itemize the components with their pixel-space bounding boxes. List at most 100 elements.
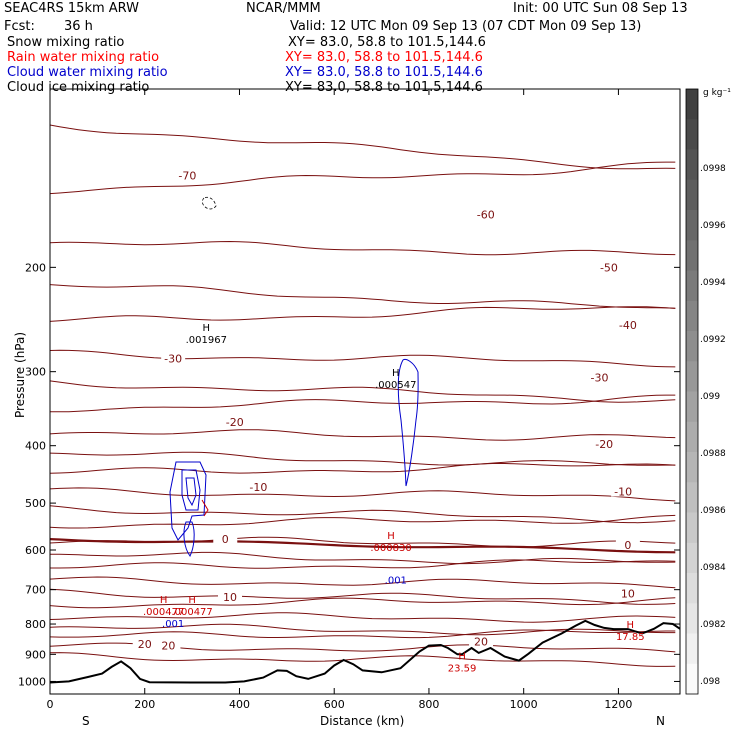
cloud-water-contour (183, 521, 195, 557)
colorbar-label: .0984 (700, 563, 726, 573)
maximum-value: .000547 (375, 380, 416, 391)
freezing-isotherm-line (49, 538, 676, 554)
terrain-profile (49, 619, 681, 684)
colorbar-segment (686, 331, 698, 362)
maximum-value: .000477 (171, 607, 212, 618)
isotherm-line (50, 559, 676, 569)
colorbar-label: .0994 (700, 278, 726, 288)
isotherm-label: 20 (161, 640, 175, 653)
isotherm-line (49, 380, 676, 403)
x-tick-label: 800 (418, 698, 439, 711)
cloud-water-contour (185, 477, 197, 507)
valid-time: Valid: 12 UTC Mon 09 Sep 13 (07 CDT Mon … (290, 19, 642, 34)
axes: 0 200 400 600 800 1000 12002003004005006007008… (18, 88, 681, 711)
init-time: Init: 00 UTC Sun 08 Sep 13 (513, 1, 688, 16)
isotherm-label-bg (615, 587, 640, 599)
isotherm-label-bg (246, 481, 271, 493)
x-tick-label: 200 (134, 698, 155, 711)
colorbar-segment (686, 240, 698, 272)
colorbar-label: .0986 (700, 506, 726, 516)
maximum-value: .000830 (370, 543, 411, 554)
rain-contour (201, 499, 209, 517)
colorbar-segment (686, 149, 698, 181)
maximum-marker: H (387, 531, 395, 542)
isotherm-label: -30 (590, 372, 608, 385)
isotherm-label: 10 (223, 591, 237, 604)
isotherm-label-bg (222, 416, 247, 428)
endpoint-north: N (656, 714, 665, 728)
cloud-water-contour (169, 461, 207, 541)
contour-labels: -70 -60 -50 -40 -30 -30 -20 -20 -10 -10 0 0 10 10 20 20… (132, 169, 645, 675)
isotherm-label: -10 (249, 481, 267, 494)
y-axis-label: Pressure (hPa) (13, 331, 27, 419)
colorbar-segment (686, 542, 698, 574)
isotherm-line (49, 576, 676, 589)
cloud-water-contours (169, 169, 419, 557)
maximum-value: .001 (162, 619, 184, 630)
colorbar: .0998 .0996 .0994 .0992 .099 .0988 .0986 .0984.… (685, 88, 726, 695)
colorbar-segment (686, 663, 698, 695)
isotherm-label: 0 (624, 539, 631, 552)
plot-frame (49, 88, 681, 695)
colorbar-label: .0996 (700, 221, 726, 231)
isotherm-label: 10 (621, 587, 635, 600)
isotherm-label-bg (218, 590, 242, 602)
isotherm-label-bg (596, 261, 621, 273)
model-title: SEAC4RS 15km ARW (4, 1, 140, 16)
field-cloudice-label: Cloud ice mixing ratio (7, 80, 150, 95)
isotherm-line (49, 451, 676, 466)
maximum-marker: H (626, 620, 634, 631)
org-label: NCAR/MMM (246, 1, 321, 16)
colorbar-label: .0982 (700, 620, 726, 630)
maximum-marker: H (188, 595, 196, 606)
isotherm-line (49, 612, 676, 623)
cloud-water-contour (397, 359, 419, 487)
terrain-line (49, 619, 681, 684)
isotherm-line (49, 240, 676, 256)
isotherm-line (49, 597, 676, 609)
isotherm-label: -20 (226, 416, 244, 429)
colorbar-label: .0998 (700, 164, 726, 174)
isotherm-line (49, 284, 676, 309)
x-tick-label: 1000 (510, 698, 538, 711)
maximum-value: 23.59 (448, 664, 477, 675)
isotherm-contours (49, 124, 676, 667)
isotherm-line (49, 652, 676, 667)
isotherm-line (49, 514, 676, 529)
colorbar-segment (686, 573, 698, 604)
y-tick-label: 1000 (18, 675, 46, 688)
isotherm-line (49, 429, 676, 441)
isotherm-label: -60 (477, 209, 495, 222)
isotherm-label: 0 (222, 533, 229, 546)
field-snow-label: Snow mixing ratio (7, 35, 125, 50)
isotherm-label: -50 (600, 261, 618, 274)
colorbar-segment (686, 300, 698, 332)
maximum-marker: H (458, 652, 466, 663)
y-tick-label: 700 (25, 584, 46, 597)
cloud-water-contour (181, 469, 201, 511)
colorbar-segment (686, 391, 698, 423)
x-tick-label: 1200 (604, 698, 632, 711)
forecast-label: Fcst: (4, 19, 35, 34)
y-tick-label: 900 (25, 648, 46, 661)
field-rain-label: Rain water mixing ratio (7, 50, 160, 65)
isotherm-label-bg (213, 533, 238, 545)
y-tick-label: 400 (25, 440, 46, 453)
colorbar-segment (686, 361, 698, 393)
isotherm-label-bg (592, 437, 617, 449)
colorbar-label: .098 (700, 677, 720, 687)
isotherm-label-bg (156, 639, 181, 651)
y-tick-label: 800 (25, 618, 46, 631)
y-tick-label: 600 (25, 544, 46, 557)
x-tick-label: 600 (324, 698, 345, 711)
isotherm-label-bg (615, 318, 640, 330)
isotherm-label: 20 (474, 636, 488, 649)
colorbar-segment (686, 89, 698, 120)
x-tick-label: 400 (229, 698, 250, 711)
colorbar-segment (686, 603, 698, 635)
isotherm-label-bg (611, 485, 636, 497)
maximum-value: .001 (385, 576, 407, 587)
isotherm-line (49, 349, 676, 368)
field-rain-xy: XY= 83.0, 58.8 to 101.5,144.6 (285, 50, 483, 65)
